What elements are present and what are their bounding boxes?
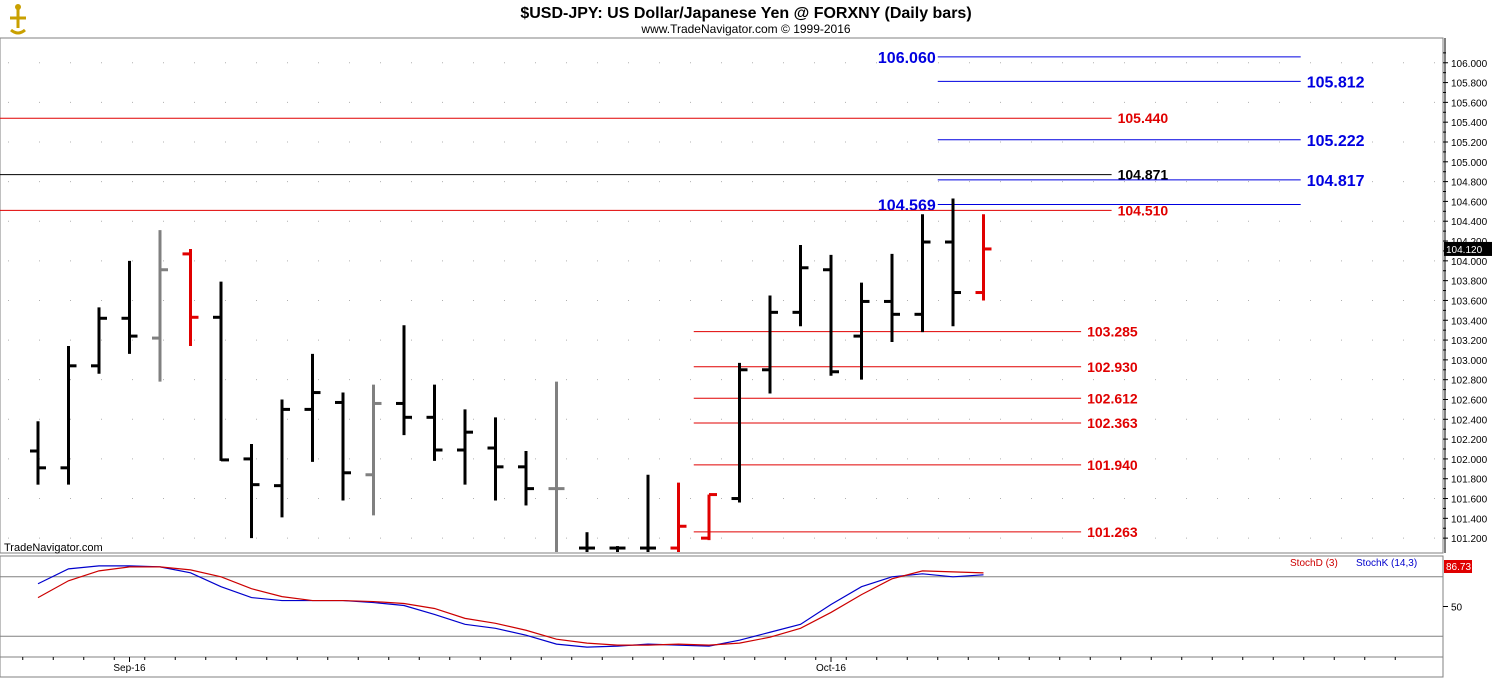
level-label: 102.930 (1087, 359, 1138, 375)
ohlc-bar (731, 362, 748, 503)
ohlc-bar (640, 474, 656, 552)
ohlc-bar (304, 353, 321, 462)
level-label: 105.222 (1307, 133, 1365, 150)
y-tick-label: 104.000 (1451, 257, 1488, 268)
ohlc-bar (335, 392, 351, 501)
y-tick-label: 103.400 (1451, 316, 1488, 327)
level-label: 103.285 (1087, 324, 1138, 340)
ohlc-bar (670, 482, 687, 552)
ohlc-bar (30, 421, 46, 485)
stoch-content: StochD (3) StochK (14,3) 50 86.73 (0, 558, 1472, 648)
logo-icon (10, 4, 26, 35)
stoch-series-line (37, 565, 984, 648)
level-label: 102.612 (1087, 390, 1138, 406)
last-price-label: 104.120 (1446, 245, 1483, 256)
stoch-lines (37, 565, 984, 648)
level-label: 105.440 (1118, 110, 1169, 126)
y-tick-label: 102.600 (1451, 395, 1488, 406)
y-tick-label: 102.800 (1451, 376, 1488, 387)
time-axis-labels: Sep-16 Oct-16 (22, 657, 1396, 674)
ohlc-bar (609, 546, 626, 552)
y-tick-label: 106.000 (1451, 59, 1488, 70)
y-tick-label: 105.800 (1451, 79, 1488, 90)
ohlc-bar (579, 532, 595, 552)
ohlc-bar (182, 248, 199, 347)
ohlc-bar (274, 399, 290, 518)
ohlc-bar (152, 230, 168, 382)
ohlc-bar (91, 307, 107, 374)
level-label: 104.510 (1118, 202, 1169, 218)
level-label: 101.263 (1087, 524, 1138, 540)
ohlc-bar (884, 253, 900, 343)
ohlc-bar (60, 346, 77, 485)
level-lines: 106.060 105.812 105.440 105.222 104.871 104.8… (0, 50, 1365, 540)
stoch-series-line (37, 566, 984, 646)
y-tick-label: 104.800 (1451, 178, 1488, 189)
level-label: 105.812 (1307, 74, 1365, 91)
y-tick-label: 101.200 (1451, 534, 1488, 545)
stoch-last-label: 86.73 (1446, 562, 1471, 573)
last-price-box (1444, 241, 1492, 256)
ohlc-bar (243, 444, 260, 539)
x-tick-label: Sep-16 (113, 663, 146, 674)
ohlc-bar (792, 244, 809, 327)
y-tick-label: 102.000 (1451, 455, 1488, 466)
level-label: 106.060 (878, 50, 936, 67)
level-label: 101.940 (1087, 457, 1138, 473)
y-tick-label: 101.800 (1451, 475, 1488, 486)
ohlc-bar (518, 450, 534, 506)
y-tick-label: 104.400 (1451, 217, 1488, 228)
ohlc-bar (457, 409, 473, 485)
y-tick-label: 105.200 (1451, 138, 1488, 149)
y-tick-label: 103.200 (1451, 336, 1488, 347)
ohlc-bar (121, 260, 138, 354)
y-tick-label: 101.600 (1451, 495, 1488, 506)
stoch-y-tick-label: 50 (1451, 603, 1463, 614)
ohlc-bar (487, 417, 504, 501)
level-label: 102.363 (1087, 415, 1138, 431)
ohlc-bar (975, 214, 992, 301)
x-tick-label: Oct-16 (816, 663, 846, 674)
y-tick-label: 102.400 (1451, 415, 1488, 426)
watermark-label: TradeNavigator.com (4, 542, 103, 554)
y-tick-label: 102.200 (1451, 435, 1488, 446)
ohlc-bar (945, 198, 961, 327)
ohlc-bar (701, 493, 717, 541)
y-tick-label: 105.600 (1451, 98, 1488, 109)
stoch-last-box (1444, 560, 1472, 573)
ohlc-bar (396, 325, 412, 436)
legend-stochk: StochK (14,3) (1356, 558, 1417, 569)
ohlc-bar (426, 384, 443, 461)
ohlc-bar (853, 282, 870, 380)
ohlc-bar (762, 295, 778, 394)
y-tick-label: 103.000 (1451, 356, 1488, 367)
chart-subtitle: www.TradeNavigator.com © 1999-2016 (640, 22, 850, 36)
price-axis: 101.200 101.400 101.600 101.800 102.000 102.2… (1443, 38, 1492, 553)
y-tick-label: 101.400 (1451, 514, 1488, 525)
level-label: 104.569 (878, 197, 936, 214)
y-tick-label: 105.400 (1451, 118, 1488, 129)
time-axis (0, 656, 1444, 678)
y-tick-label: 103.800 (1451, 277, 1488, 288)
chart-title: $USD-JPY: US Dollar/Japanese Yen @ FORXN… (520, 5, 971, 22)
y-tick-label: 103.600 (1451, 296, 1488, 307)
level-label: 104.871 (1118, 167, 1169, 183)
level-label: 104.817 (1307, 173, 1365, 190)
ohlc-bar (548, 381, 565, 552)
y-tick-label: 104.600 (1451, 197, 1488, 208)
ohlc-bar (365, 384, 382, 516)
price-bars (30, 198, 992, 552)
y-tick-label: 105.000 (1451, 158, 1488, 169)
price-panel (0, 37, 1444, 554)
ohlc-bar (914, 214, 931, 333)
legend-stochd: StochD (3) (1290, 558, 1338, 569)
ohlc-bar (823, 254, 839, 376)
stoch-panel (0, 555, 1444, 658)
ohlc-bar (213, 281, 229, 462)
